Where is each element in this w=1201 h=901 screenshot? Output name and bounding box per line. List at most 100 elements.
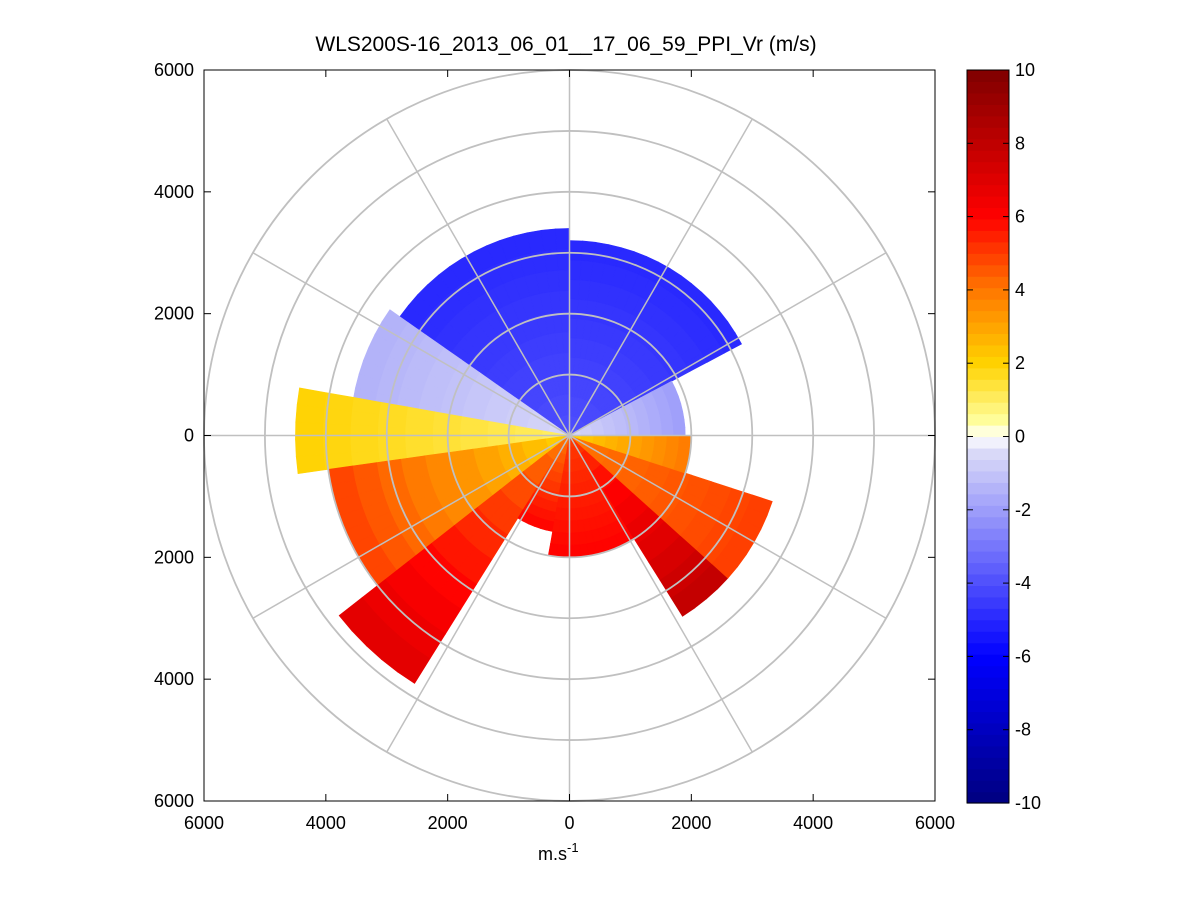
- colorbar-band: [967, 333, 1009, 346]
- velocity-cell: [377, 425, 406, 439]
- colorbar-band: [967, 356, 1009, 369]
- colorbar-band: [967, 722, 1009, 735]
- colorbar-band: [967, 276, 1009, 289]
- colorbar-band: [967, 230, 1009, 243]
- velocity-cell: [404, 437, 434, 449]
- y-tick-label: 2000: [154, 547, 194, 567]
- colorbar-band: [967, 585, 1009, 598]
- colorbar-tick-label: -6: [1015, 646, 1031, 666]
- velocity-cell: [562, 331, 570, 354]
- colorbar-band: [967, 516, 1009, 529]
- sector-south-southwest-red: [338, 435, 570, 684]
- colorbar-band: [967, 390, 1009, 403]
- azimuth-spoke: [569, 252, 887, 437]
- velocity-cell: [338, 597, 375, 632]
- colorbar-band: [967, 551, 1009, 564]
- colorbar-band: [967, 642, 1009, 655]
- colorbar-band: [967, 493, 1009, 506]
- colorbar-band: [967, 699, 1009, 712]
- colorbar-gradient: [967, 70, 1009, 804]
- colorbar-band: [967, 528, 1009, 541]
- y-axis: 6000 4000 2000 0 2000 4000 6000: [154, 60, 935, 811]
- colorbar-band: [967, 780, 1009, 793]
- velocity-cell: [554, 228, 570, 250]
- colorbar-band: [967, 459, 1009, 472]
- x-tick-label: 0: [564, 813, 574, 833]
- colorbar-band: [967, 631, 1009, 644]
- velocity-cell: [559, 290, 570, 312]
- velocity-cell: [564, 544, 573, 558]
- colorbar-band: [967, 447, 1009, 461]
- velocity-cell: [295, 438, 324, 457]
- velocity-cell: [322, 423, 351, 440]
- velocity-cell: [569, 279, 581, 300]
- colorbar-band: [967, 104, 1009, 117]
- colorbar-band: [967, 344, 1009, 357]
- velocity-cell: [295, 421, 324, 440]
- colorbar-band: [967, 505, 1009, 518]
- colorbar-band: [967, 367, 1009, 380]
- colorbar-tick-label: 10: [1015, 60, 1035, 80]
- x-axis: 6000 4000 2000 0 2000 4000 6000: [184, 70, 955, 833]
- velocity-cell: [571, 520, 579, 534]
- velocity-cell: [404, 427, 433, 439]
- velocity-cell: [569, 240, 584, 261]
- velocity-cell: [571, 532, 580, 546]
- x-tick-label: 2000: [671, 813, 711, 833]
- x-axis-label: m.s-1: [538, 840, 579, 864]
- colorbar-band: [967, 195, 1009, 209]
- colorbar-band: [967, 92, 1009, 105]
- azimuth-spoke: [568, 435, 753, 753]
- velocity-cell: [678, 435, 692, 444]
- colorbar-band: [967, 757, 1009, 770]
- colorbar-band: [967, 287, 1009, 300]
- x-tick-label: 6000: [184, 813, 224, 833]
- colorbar-band: [967, 150, 1009, 163]
- velocity-cell: [670, 590, 696, 617]
- colorbar-band: [967, 379, 1009, 392]
- colorbar-band: [967, 677, 1009, 690]
- colorbar-band: [967, 745, 1009, 758]
- colorbar-tick-label: -4: [1015, 573, 1031, 593]
- x-tick-label: 4000: [306, 813, 346, 833]
- velocity-cell: [296, 387, 327, 409]
- colorbar-tick-label: 0: [1015, 427, 1025, 447]
- colorbar-band: [967, 161, 1009, 174]
- velocity-cell: [579, 543, 590, 558]
- azimuth-spoke: [252, 434, 570, 619]
- colorbar-band: [967, 654, 1009, 667]
- colorbar-tick-label: 6: [1015, 207, 1025, 227]
- colorbar-band: [967, 310, 1009, 323]
- x-tick-label: 2000: [428, 813, 468, 833]
- colorbar-band: [967, 573, 1009, 586]
- velocity-cell: [349, 424, 379, 439]
- x-tick-label: 4000: [793, 813, 833, 833]
- colorbar-band: [967, 241, 1009, 254]
- azimuth-spoke: [252, 252, 570, 437]
- y-tick-label: 4000: [154, 669, 194, 689]
- colorbar-band: [967, 482, 1009, 495]
- colorbar-band: [967, 619, 1009, 632]
- colorbar-band: [967, 127, 1009, 140]
- colorbar-band: [967, 413, 1009, 426]
- colorbar-tick-label: -8: [1015, 720, 1031, 740]
- sector-southeast-red: [569, 435, 729, 617]
- velocity-cell: [638, 429, 651, 436]
- colorbar-band: [967, 207, 1009, 220]
- colorbar-band: [967, 264, 1009, 277]
- colorbar-band: [967, 425, 1009, 438]
- velocity-cell: [564, 532, 573, 546]
- azimuth-spoke: [386, 435, 571, 753]
- x-axis-label-base: m.s: [538, 844, 567, 864]
- colorbar: 10 8 6 4 2 0 -2 -4 -6 -8 -10: [966, 60, 1041, 813]
- y-tick-label: 2000: [154, 304, 194, 324]
- velocity-cell: [672, 419, 686, 429]
- colorbar-band: [967, 596, 1009, 609]
- colorbar-band: [967, 608, 1009, 621]
- colorbar-band: [967, 299, 1009, 312]
- velocity-cell: [569, 259, 582, 281]
- x-tick-label: 6000: [915, 813, 955, 833]
- colorbar-band: [967, 436, 1009, 449]
- colorbar-tick-label: 2: [1015, 353, 1025, 373]
